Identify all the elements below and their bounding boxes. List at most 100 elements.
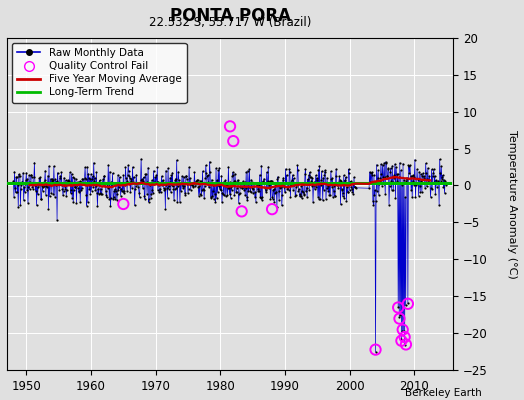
Point	[277, 181, 286, 188]
Point	[400, 177, 408, 183]
Point	[389, 186, 398, 193]
Point	[127, 178, 135, 184]
Point	[425, 173, 434, 179]
Point	[348, 188, 356, 195]
Point	[249, 190, 257, 196]
Point	[212, 165, 220, 172]
Point	[321, 167, 329, 174]
Point	[328, 184, 336, 190]
Point	[262, 189, 270, 195]
Point	[343, 184, 351, 190]
Point	[223, 192, 232, 198]
Point	[367, 172, 376, 178]
Point	[421, 185, 429, 192]
Point	[208, 176, 216, 183]
Point	[201, 183, 209, 189]
Point	[97, 191, 105, 198]
Point	[71, 184, 79, 191]
Point	[270, 182, 279, 189]
Point	[336, 201, 345, 208]
Point	[230, 192, 238, 198]
Point	[157, 180, 165, 187]
Point	[216, 180, 224, 187]
Point	[334, 185, 343, 192]
Point	[206, 169, 214, 175]
Point	[207, 194, 215, 201]
Point	[164, 165, 172, 172]
Point	[215, 186, 224, 192]
Point	[154, 187, 162, 193]
Point	[369, 201, 378, 208]
Point	[282, 180, 290, 186]
Point	[155, 189, 163, 195]
Point	[372, 349, 380, 355]
Point	[302, 184, 311, 191]
Point	[253, 181, 261, 188]
Point	[232, 189, 241, 196]
Point	[63, 180, 71, 186]
Point	[299, 181, 307, 187]
Point	[39, 179, 48, 185]
Point	[188, 180, 196, 186]
Point	[188, 182, 196, 188]
Point	[81, 164, 89, 170]
Point	[62, 187, 71, 194]
Point	[192, 178, 200, 184]
Point	[440, 190, 449, 196]
Point	[13, 188, 21, 195]
Point	[40, 183, 48, 189]
Point	[244, 188, 253, 194]
Point	[50, 180, 59, 186]
Point	[238, 185, 246, 191]
Point	[123, 188, 132, 194]
Point	[36, 180, 44, 187]
Point	[431, 191, 440, 197]
Point	[85, 175, 93, 181]
Point	[97, 190, 106, 197]
Point	[99, 180, 107, 187]
Point	[324, 188, 332, 194]
Point	[419, 170, 427, 176]
Point	[218, 199, 226, 206]
Point	[391, 195, 400, 201]
Point	[301, 171, 309, 177]
Point	[144, 180, 152, 186]
Point	[318, 180, 326, 186]
Point	[180, 183, 189, 189]
Point	[115, 174, 124, 180]
Point	[139, 174, 148, 180]
Point	[366, 170, 375, 176]
Point	[294, 167, 302, 174]
Point	[336, 177, 344, 184]
Point	[17, 182, 26, 189]
Point	[318, 168, 326, 174]
Point	[351, 184, 359, 191]
Point	[415, 168, 423, 175]
Point	[48, 178, 56, 184]
Point	[18, 180, 27, 186]
Point	[219, 190, 227, 196]
Point	[274, 175, 282, 182]
Point	[303, 194, 311, 200]
Point	[160, 185, 168, 191]
Point	[94, 191, 103, 197]
Point	[114, 186, 123, 193]
Point	[384, 165, 392, 171]
Point	[432, 179, 441, 186]
Point	[74, 185, 82, 191]
Point	[194, 184, 202, 190]
Point	[404, 162, 412, 168]
Point	[225, 184, 233, 191]
Point	[424, 177, 433, 183]
Point	[275, 188, 283, 194]
Point	[152, 179, 161, 185]
Point	[329, 188, 337, 194]
Point	[232, 188, 240, 195]
Point	[287, 182, 295, 188]
Point	[107, 195, 115, 202]
Point	[435, 156, 444, 162]
Y-axis label: Temperature Anomaly (°C): Temperature Anomaly (°C)	[507, 130, 517, 278]
Point	[104, 162, 113, 168]
Point	[36, 174, 45, 181]
Point	[370, 172, 378, 178]
